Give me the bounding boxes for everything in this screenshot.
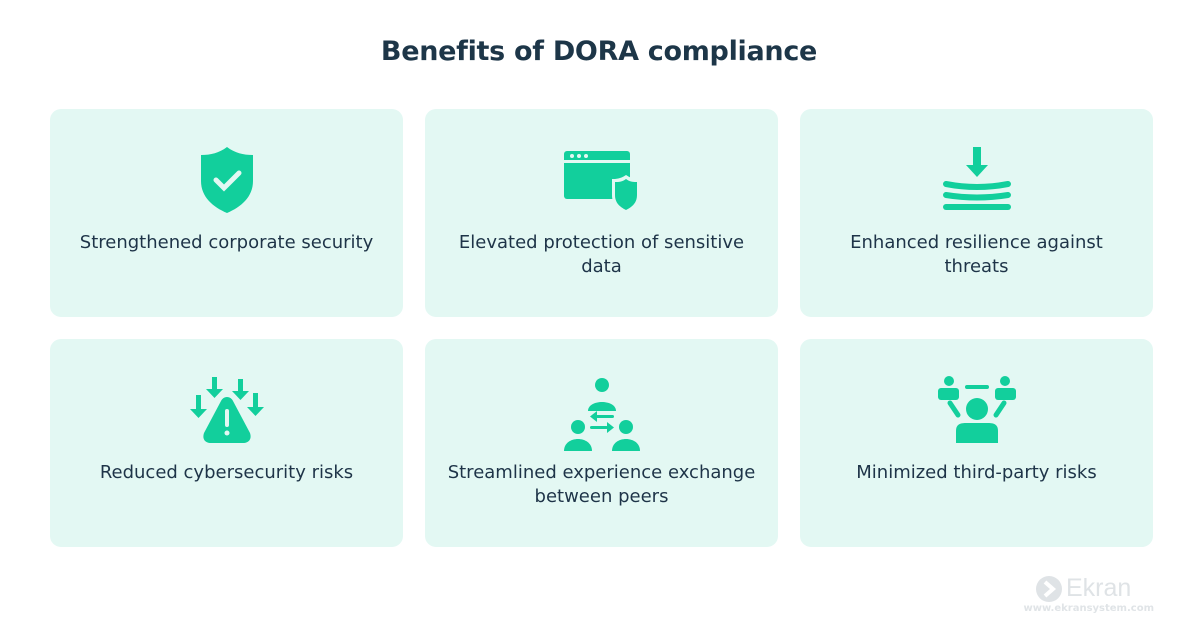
benefit-card-security: Strengthened corporate security [50,109,403,317]
benefit-card-resilience: Enhanced resilience against threats [800,109,1153,317]
benefit-card-data-protection: Elevated protection of sensitive data [425,109,778,317]
card-label: Reduced cybersecurity risks [99,462,354,483]
ekran-logo: Ekran [1036,574,1131,603]
ekran-logo-icon [1036,575,1062,602]
card-label: Strengthened corporate security [79,232,374,253]
logo-name: Ekran [1066,574,1132,602]
people-exchange-icon [563,378,640,451]
benefit-card-cyber-risks: Reduced cybersecurity risks [50,339,403,547]
card-label: Streamlined experience exchange between … [447,462,756,507]
benefit-card-third-party: Minimized third-party risks [800,339,1153,547]
browser-shield-icon [563,151,640,213]
third-party-people-icon [937,376,1016,443]
benefit-card-experience-exchange: Streamlined experience exchange between … [425,339,778,547]
website-url: www.ekransystem.com [1023,603,1154,614]
card-label: Enhanced resilience against threats [850,232,1103,277]
layers-arrow-down-icon [942,147,1011,210]
card-label: Elevated protection of sensitive data [458,232,745,277]
shield-check-icon [200,147,253,213]
warning-arrows-icon [189,377,264,443]
page-title: Benefits of DORA compliance [380,36,818,67]
card-label: Minimized third-party risks [856,462,1097,483]
